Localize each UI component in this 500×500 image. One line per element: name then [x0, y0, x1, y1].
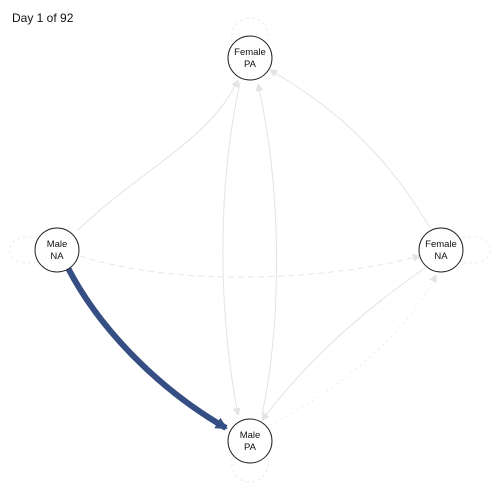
self-loop-male-pa	[231, 457, 269, 483]
node-male-pa-label-2: PA	[244, 442, 257, 453]
edge-male-pa-to-female-na	[269, 274, 437, 426]
edge-male-na-to-male-pa-active	[65, 266, 228, 431]
edge-female-na-to-male-pa	[261, 267, 426, 421]
edge-female-pa-to-male-pa	[222, 81, 241, 416]
node-female-pa: Female PA	[227, 35, 273, 81]
node-male-pa: Male PA	[227, 418, 273, 464]
edge-female-na-to-female-pa	[269, 69, 431, 229]
node-male-pa-label-1: Male	[240, 430, 261, 441]
edge-male-pa-to-female-pa	[255, 83, 278, 416]
self-loop-female-pa	[231, 17, 269, 43]
node-female-pa-label-2: PA	[244, 59, 257, 70]
self-loop-male-na	[9, 236, 39, 264]
node-female-pa-label-1: Female	[234, 47, 266, 58]
node-female-na-label-2: NA	[434, 251, 448, 262]
node-male-na: Male NA	[34, 227, 80, 273]
node-male-na-label-1: Male	[47, 239, 68, 250]
node-female-na-label-1: Female	[425, 239, 457, 250]
self-loop-female-na	[461, 236, 491, 264]
edge-male-na-to-female-pa	[77, 79, 239, 231]
node-female-na: Female NA	[418, 227, 464, 273]
edge-male-na-to-female-na	[79, 253, 421, 278]
day-counter-label: Day 1 of 92	[12, 11, 74, 25]
node-male-na-label-2: NA	[50, 251, 64, 262]
